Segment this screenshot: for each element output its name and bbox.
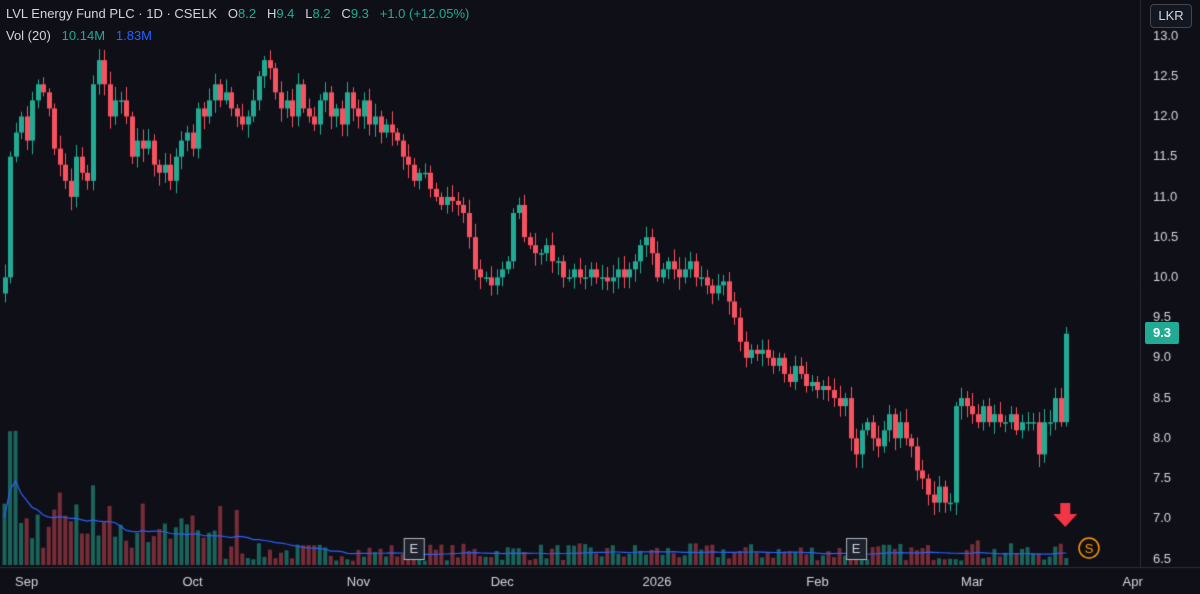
high-value: 9.4 <box>276 6 295 21</box>
volume-ma-value: 1.83M <box>115 28 153 43</box>
last-price-tag: 9.3 <box>1145 322 1179 344</box>
volume-label: Vol (20) <box>6 28 51 43</box>
interval: 1D <box>146 6 163 21</box>
open-value: 8.2 <box>238 6 257 21</box>
close-value: 9.3 <box>350 6 369 21</box>
open-label: O <box>227 6 239 21</box>
symbol-name: LVL Energy Fund PLC <box>6 6 135 21</box>
exchange: CSELK <box>174 6 218 21</box>
high-label: H <box>266 6 277 21</box>
currency-button[interactable]: LKR <box>1150 4 1192 28</box>
close-label: C <box>341 6 351 21</box>
change-value: +1.0 (+12.05%) <box>379 6 470 21</box>
low-label: L <box>305 6 313 21</box>
low-value: 8.2 <box>312 6 331 21</box>
symbol-legend[interactable]: LVL Energy Fund PLC · 1D · CSELK O8.2 H9… <box>6 6 470 21</box>
volume-legend[interactable]: Vol (20) 10.14M 1.83M <box>6 27 152 45</box>
volume-value: 10.14M <box>61 28 106 43</box>
